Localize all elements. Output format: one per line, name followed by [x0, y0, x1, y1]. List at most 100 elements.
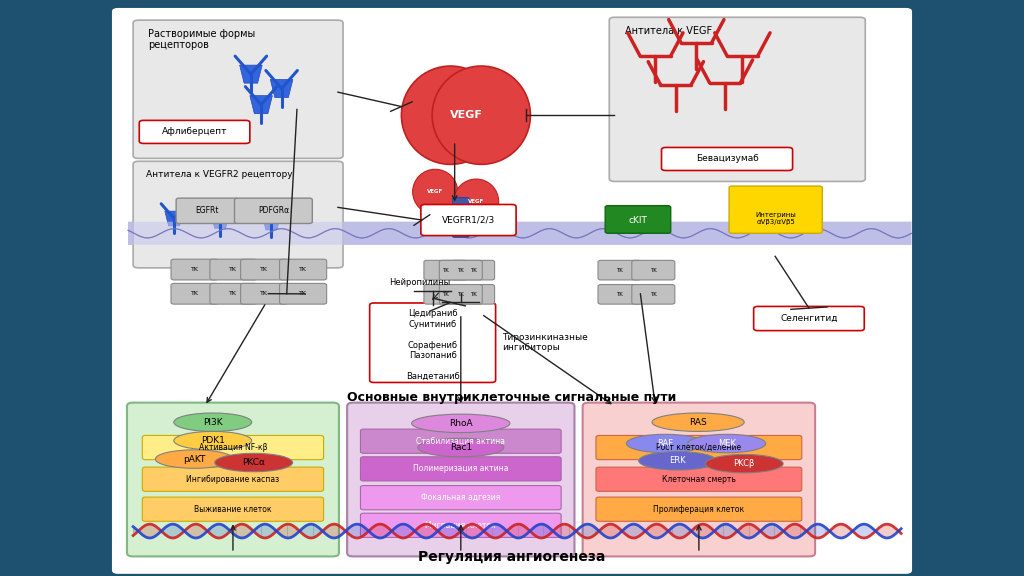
FancyBboxPatch shape — [452, 285, 495, 304]
Text: Активация NF-кβ: Активация NF-кβ — [199, 443, 267, 452]
FancyBboxPatch shape — [127, 403, 339, 556]
FancyBboxPatch shape — [142, 435, 324, 460]
Text: TK: TK — [190, 267, 199, 272]
Text: VEGFR1/2/3: VEGFR1/2/3 — [441, 215, 496, 225]
FancyBboxPatch shape — [139, 120, 250, 143]
FancyBboxPatch shape — [424, 285, 467, 304]
Text: Полимеризация актина: Полимеризация актина — [413, 464, 509, 473]
Polygon shape — [240, 65, 262, 83]
Text: TK: TK — [458, 292, 464, 297]
Text: Интегрины
αVβ3/αVβ5: Интегрины αVβ3/αVβ5 — [756, 213, 796, 225]
FancyBboxPatch shape — [171, 283, 218, 304]
Text: TK: TK — [470, 268, 476, 272]
FancyBboxPatch shape — [360, 486, 561, 510]
FancyBboxPatch shape — [171, 259, 218, 280]
FancyBboxPatch shape — [598, 260, 641, 280]
Ellipse shape — [215, 453, 293, 472]
Text: Фокальная адгезия: Фокальная адгезия — [421, 493, 501, 502]
Text: ERK: ERK — [670, 456, 686, 465]
Text: VEGF: VEGF — [427, 190, 443, 194]
FancyBboxPatch shape — [452, 260, 495, 280]
Text: Антитела к VEGF: Антитела к VEGF — [625, 26, 712, 36]
Polygon shape — [262, 215, 281, 230]
Text: TK: TK — [616, 268, 623, 272]
Text: Сунитиниб: Сунитиниб — [409, 320, 457, 329]
FancyBboxPatch shape — [360, 429, 561, 453]
Text: Афлиберцепт: Афлиберцепт — [162, 127, 227, 137]
FancyBboxPatch shape — [113, 9, 911, 573]
FancyBboxPatch shape — [133, 161, 343, 268]
Text: Энзастаурин: Энзастаурин — [609, 401, 671, 411]
FancyBboxPatch shape — [439, 285, 482, 304]
Text: VEGF: VEGF — [450, 110, 482, 120]
FancyBboxPatch shape — [360, 513, 561, 537]
Text: EGFRt: EGFRt — [196, 206, 219, 215]
Text: Регуляция ангиогенеза: Регуляция ангиогенеза — [419, 550, 605, 563]
Polygon shape — [250, 96, 272, 113]
Ellipse shape — [418, 438, 504, 457]
Text: RAS: RAS — [689, 418, 707, 427]
FancyBboxPatch shape — [241, 259, 288, 280]
FancyBboxPatch shape — [347, 403, 574, 556]
Text: pAKT: pAKT — [183, 454, 206, 464]
FancyBboxPatch shape — [421, 204, 516, 236]
Text: TK: TK — [229, 291, 238, 296]
Text: Основные внутриклеточные сигнальные пути: Основные внутриклеточные сигнальные пути — [347, 391, 677, 404]
Text: TK: TK — [442, 292, 449, 297]
FancyBboxPatch shape — [210, 283, 257, 304]
Text: Растворимые формы
рецепторов: Растворимые формы рецепторов — [148, 29, 256, 51]
FancyBboxPatch shape — [234, 198, 312, 223]
FancyBboxPatch shape — [360, 457, 561, 481]
FancyBboxPatch shape — [598, 285, 641, 304]
Text: cKIT: cKIT — [629, 215, 647, 225]
Text: Рост клеток/деление: Рост клеток/деление — [656, 443, 741, 452]
Ellipse shape — [706, 454, 783, 473]
Text: Антитела к VEGFR2 рецептору: Антитела к VEGFR2 рецептору — [146, 170, 293, 179]
Ellipse shape — [401, 66, 500, 164]
FancyBboxPatch shape — [605, 206, 671, 233]
FancyBboxPatch shape — [176, 198, 239, 223]
Text: TK: TK — [299, 291, 307, 296]
FancyBboxPatch shape — [424, 260, 467, 280]
Text: Rac1: Rac1 — [450, 443, 472, 452]
Text: MEK: MEK — [718, 439, 736, 448]
FancyBboxPatch shape — [609, 17, 865, 181]
Text: Ингибирование каспаз: Ингибирование каспаз — [186, 475, 280, 484]
Text: TK: TK — [190, 291, 199, 296]
FancyBboxPatch shape — [754, 306, 864, 331]
FancyBboxPatch shape — [280, 283, 327, 304]
Ellipse shape — [639, 452, 717, 470]
Text: Выживание клеток: Выживание клеток — [195, 505, 271, 514]
FancyBboxPatch shape — [439, 260, 482, 280]
FancyBboxPatch shape — [662, 147, 793, 170]
FancyBboxPatch shape — [370, 303, 496, 382]
FancyBboxPatch shape — [142, 467, 324, 491]
Text: RhoA: RhoA — [449, 419, 473, 428]
Text: Стабилизация актина: Стабилизация актина — [417, 437, 505, 446]
FancyBboxPatch shape — [128, 222, 911, 245]
Polygon shape — [211, 214, 229, 228]
Text: Селенгитид: Селенгитид — [780, 314, 838, 323]
Text: TK: TK — [299, 267, 307, 272]
Ellipse shape — [432, 66, 530, 164]
FancyBboxPatch shape — [632, 285, 675, 304]
Ellipse shape — [156, 450, 233, 468]
Ellipse shape — [412, 414, 510, 433]
Text: TK: TK — [458, 268, 464, 272]
Text: Клеточная смерть: Клеточная смерть — [662, 475, 736, 484]
FancyBboxPatch shape — [142, 497, 324, 521]
Text: Пролиферация клеток: Пролиферация клеток — [653, 505, 744, 514]
Text: PDK1: PDK1 — [201, 436, 224, 445]
FancyBboxPatch shape — [453, 198, 469, 237]
Text: TK: TK — [260, 267, 268, 272]
Text: PKCβ: PKCβ — [733, 459, 755, 468]
Polygon shape — [165, 211, 183, 226]
Text: RAF: RAF — [657, 439, 674, 448]
Text: Пазопаниб: Пазопаниб — [409, 351, 457, 360]
FancyBboxPatch shape — [133, 20, 343, 158]
Ellipse shape — [652, 413, 744, 431]
FancyBboxPatch shape — [596, 435, 802, 460]
Ellipse shape — [627, 434, 705, 453]
FancyBboxPatch shape — [583, 403, 815, 556]
Ellipse shape — [454, 179, 499, 224]
